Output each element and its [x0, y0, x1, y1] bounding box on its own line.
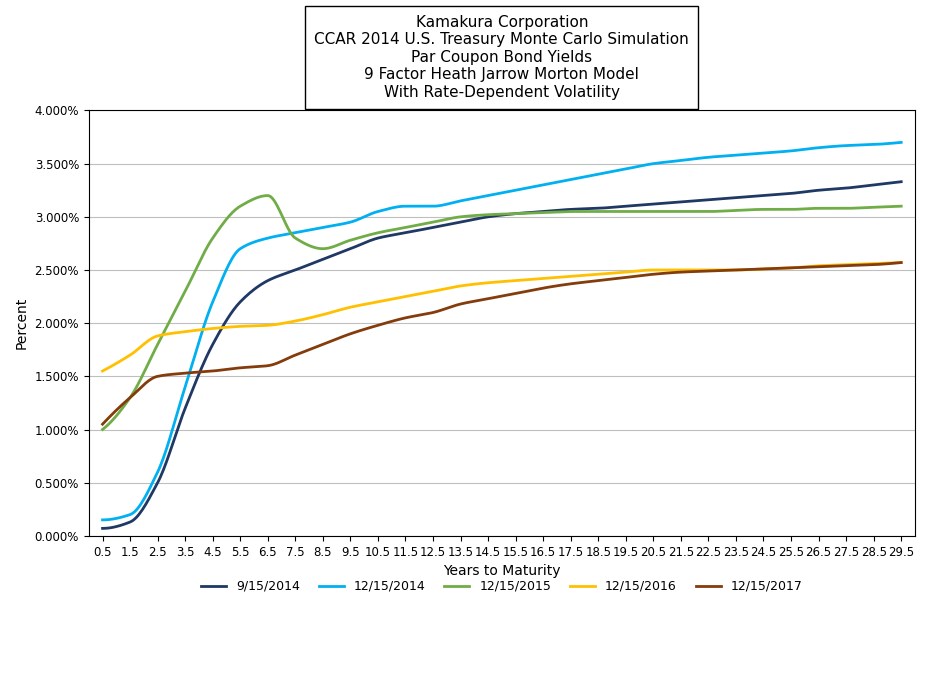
12/15/2015	[262, 192, 273, 200]
9/15/2014	[529, 208, 540, 216]
12/15/2017	[529, 286, 540, 294]
12/15/2015	[478, 211, 489, 219]
9/15/2014	[896, 178, 907, 186]
Y-axis label: Percent: Percent	[15, 297, 29, 349]
12/15/2014	[529, 182, 540, 190]
9/15/2014	[573, 205, 584, 213]
12/15/2015	[531, 209, 542, 217]
12/15/2017	[97, 420, 108, 428]
12/15/2016	[896, 259, 907, 267]
12/15/2016	[573, 272, 584, 280]
9/15/2014	[751, 192, 762, 200]
Line: 12/15/2017: 12/15/2017	[102, 263, 901, 424]
12/15/2017	[896, 259, 907, 267]
12/15/2017	[573, 279, 584, 287]
12/15/2016	[477, 279, 488, 288]
12/15/2014	[896, 138, 907, 146]
Legend: 9/15/2014, 12/15/2014, 12/15/2015, 12/15/2016, 12/15/2017: 9/15/2014, 12/15/2014, 12/15/2015, 12/15…	[196, 574, 807, 597]
9/15/2014	[876, 180, 887, 188]
Line: 12/15/2016: 12/15/2016	[102, 263, 901, 371]
12/15/2015	[896, 202, 907, 210]
12/15/2016	[481, 279, 492, 287]
9/15/2014	[481, 213, 492, 221]
12/15/2016	[529, 275, 540, 284]
12/15/2014	[481, 192, 492, 200]
12/15/2016	[97, 367, 108, 375]
12/15/2017	[876, 260, 887, 268]
X-axis label: Years to Maturity: Years to Maturity	[443, 564, 560, 578]
12/15/2016	[751, 265, 762, 273]
12/15/2014	[477, 193, 488, 201]
12/15/2015	[573, 207, 585, 215]
12/15/2014	[751, 149, 762, 157]
12/15/2014	[97, 516, 108, 524]
12/15/2015	[878, 202, 889, 211]
9/15/2014	[477, 214, 488, 222]
12/15/2017	[751, 265, 762, 273]
12/15/2015	[482, 211, 493, 219]
Title: Kamakura Corporation
CCAR 2014 U.S. Treasury Monte Carlo Simulation
Par Coupon B: Kamakura Corporation CCAR 2014 U.S. Trea…	[315, 15, 689, 100]
12/15/2015	[97, 425, 108, 433]
9/15/2014	[97, 524, 108, 533]
Line: 9/15/2014: 9/15/2014	[102, 182, 901, 529]
12/15/2017	[481, 295, 492, 303]
12/15/2016	[876, 259, 887, 267]
12/15/2015	[753, 205, 764, 213]
12/15/2014	[573, 174, 584, 182]
12/15/2017	[477, 296, 488, 304]
Line: 12/15/2014: 12/15/2014	[102, 142, 901, 520]
12/15/2014	[876, 140, 887, 148]
Line: 12/15/2015: 12/15/2015	[102, 196, 901, 429]
